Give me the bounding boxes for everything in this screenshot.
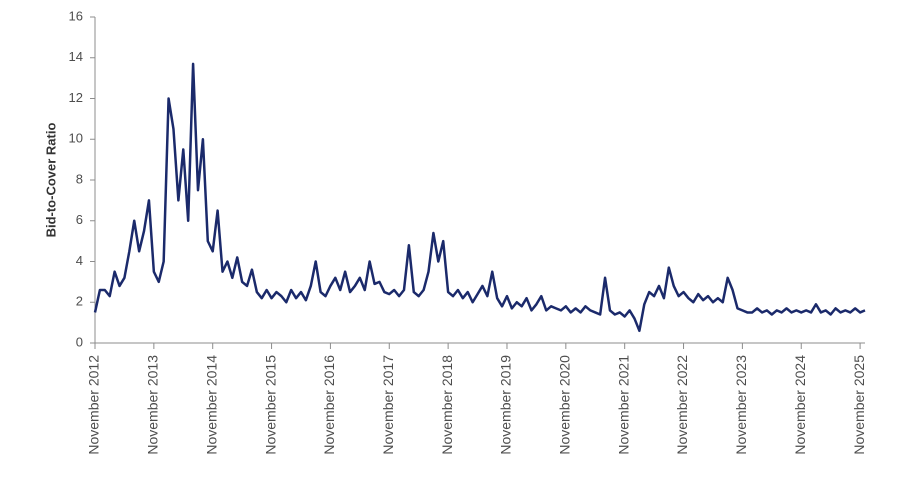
y-tick-label: 4 — [76, 253, 83, 268]
x-tick-label: November 2012 — [86, 355, 102, 455]
x-tick-label: November 2024 — [792, 355, 808, 455]
x-tick-label: November 2019 — [498, 355, 514, 455]
y-tick-label: 16 — [69, 8, 83, 23]
x-tick-label: November 2016 — [321, 355, 337, 455]
y-tick-label: 10 — [69, 131, 83, 146]
x-tick-label: November 2013 — [145, 355, 161, 455]
data-line — [93, 62, 866, 333]
y-tick-label: 8 — [76, 171, 83, 186]
x-tick-label: November 2021 — [615, 355, 631, 455]
y-tick-label: 2 — [76, 294, 83, 309]
x-tick-label: November 2020 — [557, 355, 573, 455]
x-tick-label: November 2014 — [203, 355, 219, 455]
y-tick-label: 6 — [76, 212, 83, 227]
y-tick-label: 14 — [69, 49, 83, 64]
x-tick-label: November 2018 — [439, 355, 455, 455]
x-tick-label: November 2023 — [733, 355, 749, 455]
x-tick-label: November 2017 — [380, 355, 396, 455]
x-tick-label: November 2025 — [851, 355, 867, 455]
y-tick-label: 12 — [69, 90, 83, 105]
x-tick-label: November 2015 — [262, 355, 278, 455]
y-tick-label: 0 — [76, 334, 83, 349]
y-axis-label: Bid-to-Cover Ratio — [43, 123, 58, 238]
x-tick-label: November 2022 — [674, 355, 690, 455]
